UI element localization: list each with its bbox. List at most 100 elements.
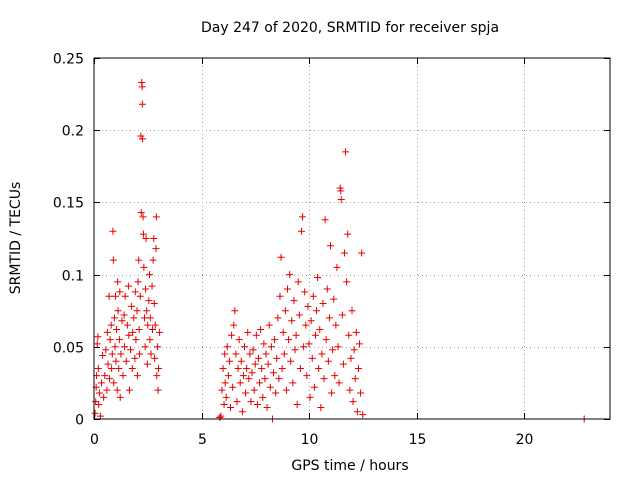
data-point (308, 354, 316, 362)
data-point (231, 307, 239, 315)
data-point (223, 343, 231, 351)
data-point (143, 360, 151, 368)
data-point (218, 386, 226, 394)
data-point (353, 408, 361, 416)
data-point (349, 398, 357, 406)
data-point (137, 209, 145, 217)
data-point (260, 340, 268, 348)
data-point (242, 389, 250, 397)
data-point (340, 249, 348, 257)
data-point (221, 350, 229, 358)
data-point (279, 328, 287, 336)
data-point (233, 398, 241, 406)
data-point (121, 292, 129, 300)
data-point (138, 100, 146, 108)
data-point (344, 230, 352, 238)
data-point (337, 196, 345, 204)
data-point (131, 288, 139, 296)
data-point (316, 325, 324, 333)
data-point (147, 350, 155, 358)
data-point (153, 372, 161, 380)
data-point (309, 292, 317, 300)
data-point (324, 357, 332, 365)
data-point (149, 256, 157, 264)
data-point (348, 307, 356, 315)
data-point (333, 263, 341, 271)
data-point (104, 360, 112, 368)
data-points (91, 79, 588, 423)
data-point (121, 343, 129, 351)
data-point (291, 346, 299, 354)
data-point (102, 346, 110, 354)
data-point (154, 386, 162, 394)
data-point (94, 364, 102, 372)
data-point (328, 389, 336, 397)
data-point (148, 325, 156, 333)
data-point (275, 375, 283, 383)
data-point (267, 343, 275, 351)
data-point (311, 331, 319, 339)
x-tick-label: 0 (90, 432, 99, 448)
data-point (222, 393, 230, 401)
data-point (140, 263, 148, 271)
data-point (143, 307, 151, 315)
y-axis-label: SRMTID / TECUs (8, 182, 24, 295)
data-point (235, 336, 243, 344)
data-point (94, 333, 102, 341)
data-point (110, 379, 118, 387)
data-point (139, 213, 147, 221)
data-point (331, 372, 339, 380)
data-point (315, 364, 323, 372)
data-point (114, 307, 122, 315)
data-point (239, 372, 247, 380)
data-point (130, 314, 138, 322)
data-point (227, 403, 235, 411)
data-point (301, 288, 309, 296)
data-point (256, 379, 264, 387)
data-point (96, 412, 104, 420)
data-point (354, 364, 362, 372)
data-point (270, 369, 278, 377)
data-point (300, 343, 308, 351)
data-point (224, 372, 232, 380)
data-point (135, 256, 143, 264)
data-point (122, 357, 130, 365)
y-tick-labels: 0 0.05 0.1 0.15 0.2 0.25 (53, 52, 84, 429)
data-point (117, 350, 125, 358)
data-point (151, 354, 159, 362)
x-tick-label: 20 (516, 432, 534, 448)
data-point (153, 343, 161, 351)
data-point (264, 360, 272, 368)
data-point (118, 317, 126, 325)
data-point (329, 346, 337, 354)
data-point (219, 364, 227, 372)
data-point (152, 213, 160, 221)
data-point (107, 321, 115, 329)
data-point (350, 346, 358, 354)
data-point (155, 364, 162, 372)
x-tick-label: 15 (409, 432, 427, 448)
data-point (141, 343, 149, 351)
plot-frame (93, 57, 611, 420)
data-point (299, 213, 307, 221)
data-point (114, 278, 122, 286)
data-point (261, 375, 269, 383)
data-point (105, 292, 113, 300)
data-point (321, 216, 329, 224)
data-point (103, 328, 111, 336)
data-point (303, 372, 311, 380)
data-point (254, 354, 262, 362)
data-point (330, 295, 338, 303)
data-point (246, 350, 254, 358)
data-point (294, 278, 302, 286)
data-point (323, 285, 331, 293)
data-point (305, 340, 313, 348)
data-point (113, 325, 121, 333)
data-point (284, 285, 291, 293)
data-point (116, 288, 124, 296)
data-point (92, 398, 100, 406)
data-point (109, 227, 117, 235)
data-point (142, 285, 150, 293)
data-point (357, 389, 365, 397)
data-point (351, 375, 359, 383)
